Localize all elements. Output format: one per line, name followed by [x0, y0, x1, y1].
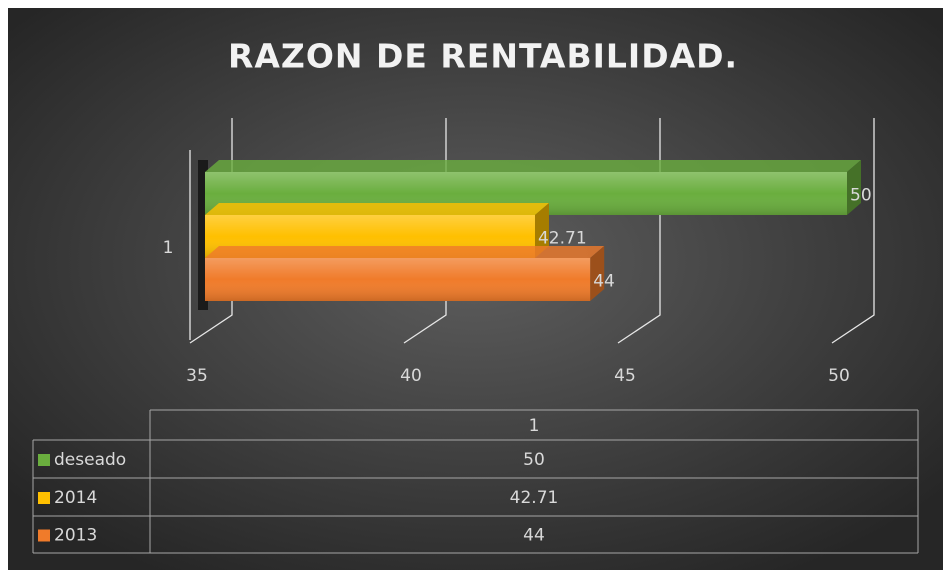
x-tick-label: 45 — [614, 366, 636, 386]
legend-swatch — [38, 454, 50, 466]
bar-shine — [205, 258, 591, 301]
data-table: 1 deseado 50 2014 42.71 2013 44 — [32, 409, 919, 554]
data-label: 42.71 — [538, 229, 587, 249]
bar-end — [847, 160, 861, 215]
table-value: 42.71 — [510, 488, 559, 508]
data-label: 50 — [850, 186, 872, 206]
bar-end — [590, 246, 605, 301]
legend-label: 2014 — [54, 488, 97, 508]
legend-swatch — [38, 492, 50, 504]
bar-top — [205, 203, 549, 215]
chart-title: RAZON DE RENTABILIDAD. — [228, 37, 738, 76]
x-tick-label: 35 — [186, 366, 208, 386]
table-value: 50 — [523, 450, 545, 470]
wall-shadow — [198, 160, 208, 310]
table-header: 1 — [529, 416, 540, 436]
bar-end — [534, 203, 549, 258]
bar-top — [205, 246, 605, 258]
legend-label: 2013 — [54, 526, 97, 546]
bar-top — [205, 160, 861, 172]
data-label: 44 — [593, 272, 615, 292]
legend-label: deseado — [54, 450, 126, 470]
category-label: 1 — [163, 238, 174, 258]
x-tick-label: 40 — [400, 366, 422, 386]
grid-line — [831, 118, 875, 344]
legend-swatch — [38, 529, 50, 542]
table-value: 44 — [523, 526, 545, 546]
x-tick-label: 50 — [828, 366, 850, 386]
bars: 50 42.71 44 — [205, 160, 872, 301]
